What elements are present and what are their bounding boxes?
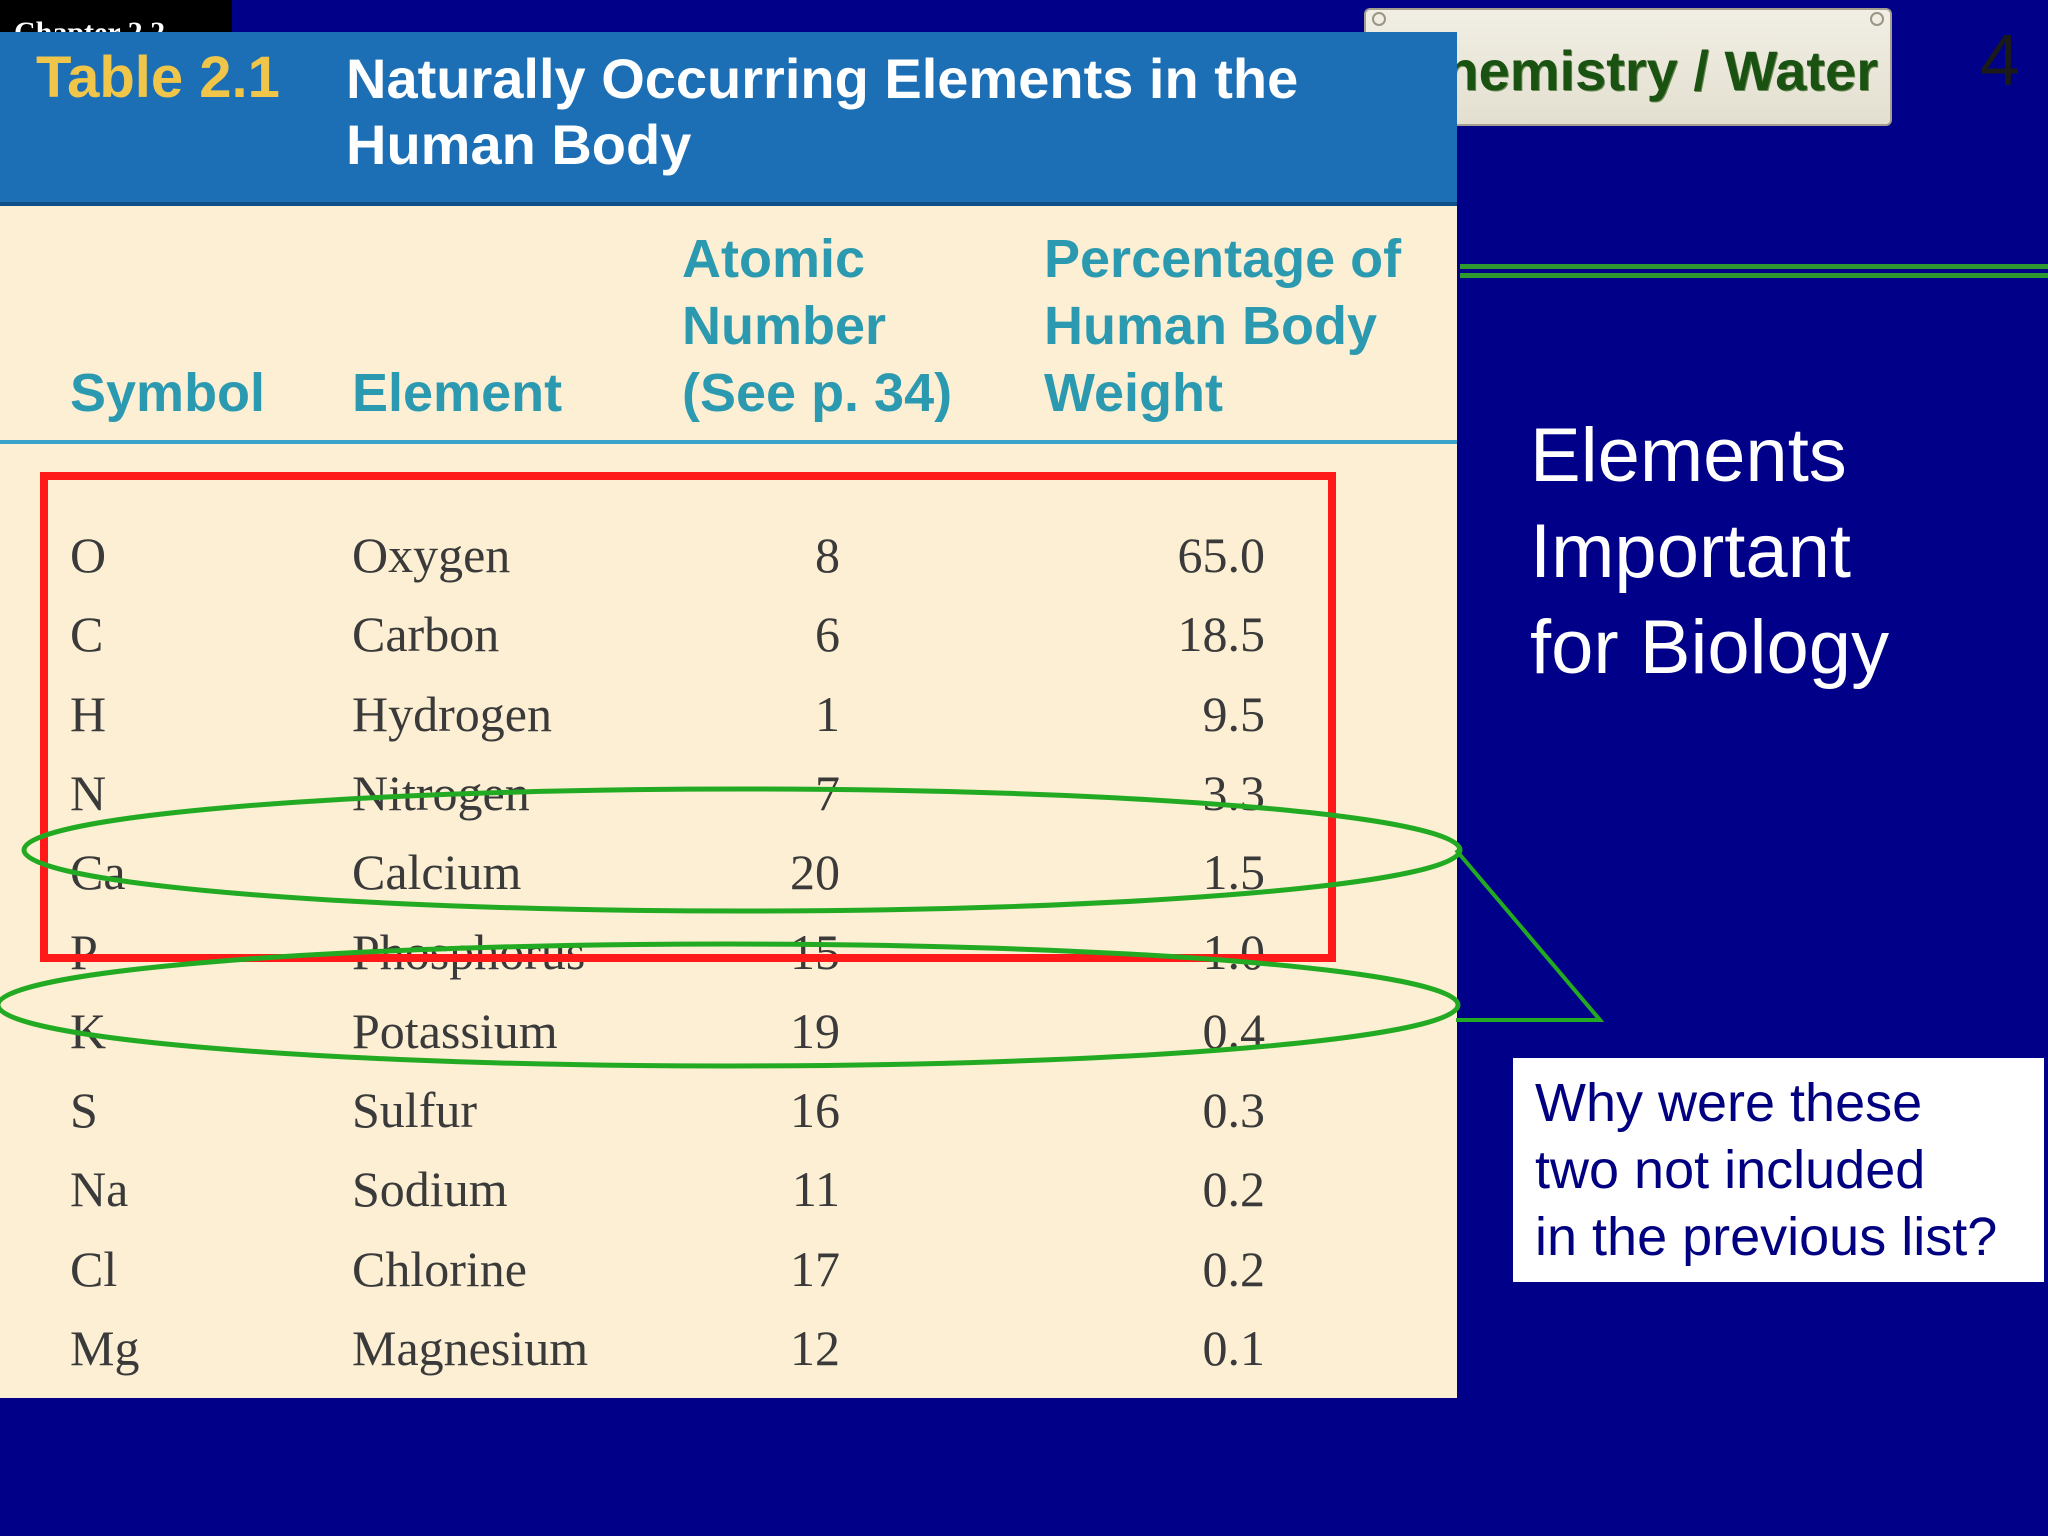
row-element: Sodium: [352, 1161, 508, 1218]
table-row: Mg Magnesium 12 0.1: [0, 1319, 1457, 1389]
row-atomic-number: 11: [791, 1161, 840, 1218]
row-percentage: 3.3: [1202, 764, 1266, 821]
row-percentage: 0.2: [1202, 1161, 1266, 1218]
chapter-label: Chapter 2.2: [14, 16, 166, 34]
table-row: Cl Chlorine 17 0.2: [0, 1240, 1457, 1310]
slide-title-line: for Biology: [1530, 605, 1890, 690]
row-element: Carbon: [352, 606, 500, 663]
row-symbol: C: [70, 606, 104, 663]
row-atomic-number: 17: [790, 1240, 840, 1297]
column-header-percentage: Percentage of Human Body Weight: [1044, 229, 1402, 423]
row-atomic-number: 7: [815, 764, 840, 821]
divider-rule-bottom: [1460, 273, 2048, 278]
row-atomic-number: 12: [790, 1320, 840, 1376]
table-row: Ca Calcium 20 1.5: [0, 843, 1457, 913]
question-line: two not included: [1535, 1140, 1926, 1200]
column-header-element: Element: [352, 363, 563, 423]
row-percentage: 0.3: [1202, 1082, 1266, 1139]
potassium-ellipse: [0, 941, 1461, 1069]
question-line: in the previous list?: [1535, 1207, 1998, 1267]
row-symbol: Mg: [70, 1320, 140, 1376]
elements-table: Table 2.1 Naturally Occurring Elements i…: [0, 32, 1457, 1398]
table-header: Table 2.1 Naturally Occurring Elements i…: [0, 32, 1457, 206]
row-element: Chlorine: [352, 1240, 527, 1297]
row-percentage: 18.5: [1177, 606, 1266, 663]
row-element: Hydrogen: [352, 685, 552, 742]
row-atomic-number: 1: [815, 685, 840, 742]
scroll-curl-left-icon: [1372, 12, 1386, 26]
row-atomic-number: 20: [790, 844, 840, 901]
table-row: C Carbon 6 18.5: [0, 605, 1457, 675]
table-row: Na Sodium 11 0.2: [0, 1160, 1457, 1230]
table-row: S Sulfur 16 0.3: [0, 1081, 1457, 1151]
row-atomic-number: 15: [790, 923, 840, 980]
row-symbol: N: [70, 764, 107, 821]
chapter-tab: Chapter 2.2: [0, 0, 232, 34]
callout-pointer: [1454, 848, 1605, 1022]
row-percentage: 9.5: [1202, 685, 1266, 742]
table-number: Table 2.1: [36, 45, 280, 110]
row-element: Calcium: [352, 844, 522, 901]
row-percentage: 0.2: [1202, 1240, 1266, 1297]
column-header-atomic-number: Atomic Number (See p. 34): [682, 229, 953, 423]
row-atomic-number: 16: [790, 1082, 840, 1139]
table-row: O Oxygen 8 65.0: [0, 526, 1457, 596]
slide-title-line: Elements: [1530, 413, 1847, 498]
calcium-ellipse: [21, 786, 1463, 914]
table-row: H Hydrogen 1 9.5: [0, 685, 1457, 755]
row-element: Oxygen: [352, 527, 511, 583]
row-atomic-number: 8: [815, 527, 840, 583]
table-title: Naturally Occurring Elements in the Huma…: [346, 47, 1299, 176]
row-percentage: 1.0: [1202, 923, 1266, 980]
row-symbol: Cl: [70, 1240, 118, 1297]
slide-number: 4: [1980, 21, 2021, 101]
question-callout: Why were these two not included in the p…: [1513, 1058, 2044, 1282]
row-symbol: S: [70, 1082, 98, 1139]
row-atomic-number: 6: [815, 606, 840, 663]
row-percentage: 0.1: [1202, 1320, 1266, 1376]
row-atomic-number: 19: [790, 1002, 840, 1059]
row-percentage: 65.0: [1177, 527, 1266, 583]
header-rule: [0, 440, 1457, 444]
highlight-box: [40, 472, 1336, 962]
divider-rule-top: [1460, 264, 2048, 269]
row-symbol: Na: [70, 1161, 129, 1218]
column-header-symbol: Symbol: [70, 363, 266, 423]
row-element: Potassium: [352, 1002, 558, 1059]
row-element: Magnesium: [352, 1320, 589, 1376]
row-element: Sulfur: [352, 1082, 477, 1139]
row-symbol: H: [70, 685, 107, 742]
question-line: Why were these: [1535, 1073, 1923, 1133]
slide-title: Elements Important for Biology: [1530, 408, 2030, 696]
row-symbol: P: [70, 923, 98, 980]
topic-banner-text: Chemistry / Water: [1403, 39, 1878, 102]
row-symbol: O: [70, 527, 107, 583]
scroll-curl-right-icon: [1870, 12, 1884, 26]
slide-title-line: Important: [1530, 509, 1852, 594]
